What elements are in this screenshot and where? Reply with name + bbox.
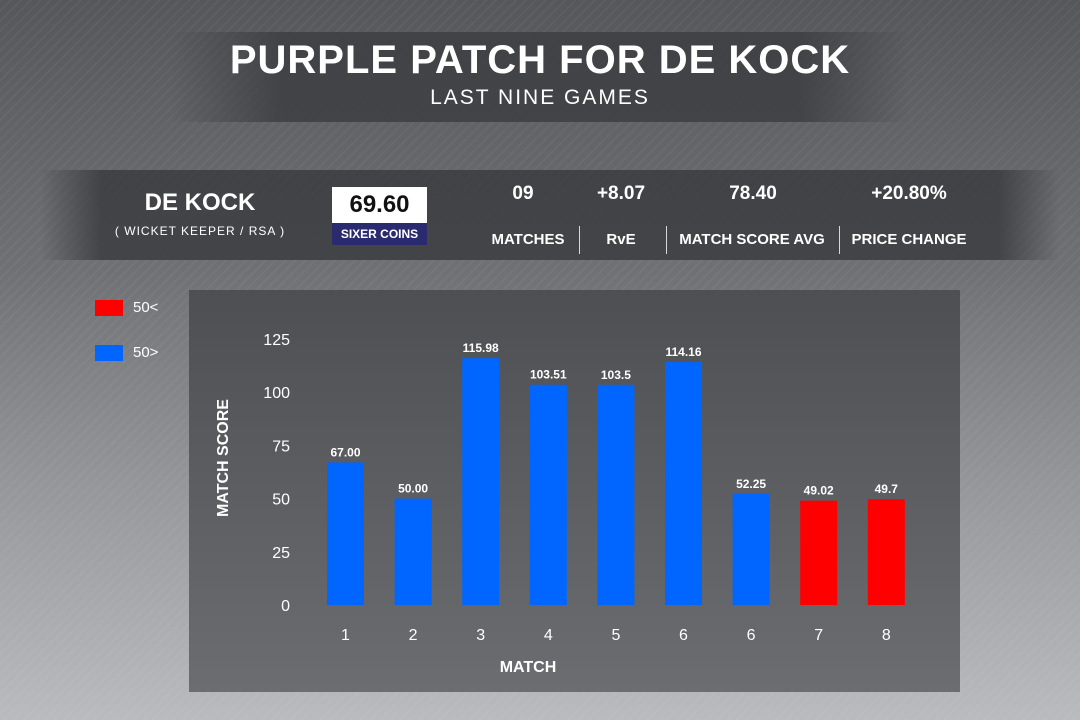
legend-label: 50< [133,299,159,316]
coin-label: SIXER COINS [332,223,427,245]
x-tick-label: 7 [814,627,823,644]
bar [394,498,432,605]
x-tick-label: 5 [611,627,620,644]
x-tick-label: 6 [679,627,688,644]
x-tick-label: 3 [476,627,485,644]
x-tick-label: 8 [882,627,891,644]
stat-matches-label: MATCHES [491,231,565,248]
legend-swatch-blue [95,345,123,361]
bar-data-label: 114.16 [665,345,701,359]
bar [867,499,905,605]
stat-avg-value: 78.40 [729,183,777,204]
stat-matches-value: 09 [512,183,534,204]
stat-price-label: PRICE CHANGE [851,231,967,248]
bar-data-label: 115.98 [463,341,499,355]
bar [665,362,702,605]
stat-divider [666,226,667,254]
x-tick-label: 4 [544,627,553,644]
stat-divider [579,226,580,254]
x-tick-label: 2 [409,627,418,644]
bar-data-label: 67.00 [330,445,360,459]
page-subtitle: LAST NINE GAMES [430,86,650,109]
stat-rve-label: RvE [606,231,636,248]
bar-data-label: 49.7 [875,482,899,496]
bar-data-label: 50.00 [398,482,428,496]
x-tick-label: 6 [747,627,756,644]
stat-rve-value: +8.07 [596,183,646,204]
y-tick-label: 125 [263,332,290,349]
y-tick-label: 0 [281,598,290,615]
stats-band [40,170,1060,260]
chart-panel [189,290,960,692]
stat-avg-label: MATCH SCORE AVG [679,231,825,248]
page-title: PURPLE PATCH FOR DE KOCK [229,38,851,82]
x-axis-title: MATCH [500,659,557,676]
legend-label: 50> [133,344,159,361]
player-name: DE KOCK [144,189,256,216]
bar-data-label: 103.5 [601,368,631,382]
bar [529,384,567,605]
stat-divider [839,226,840,254]
title-band [170,32,910,122]
y-tick-label: 25 [272,545,290,562]
bar-data-label: 49.02 [804,484,834,498]
x-tick-label: 1 [341,627,350,644]
player-role: ( WICKET KEEPER / RSA ) [114,224,286,238]
coin-value: 69.60 [332,187,427,223]
bar-data-label: 103.51 [530,368,567,382]
bar [462,358,500,605]
legend-swatch-red [95,300,123,316]
y-tick-label: 100 [263,385,290,402]
bar [597,384,635,605]
bar [327,462,364,605]
bar [800,500,838,605]
coin-badge: 69.60 SIXER COINS [332,187,427,245]
stat-price-value: +20.80% [871,183,947,204]
y-axis-title: MATCH SCORE [215,399,232,517]
y-tick-label: 50 [272,492,290,509]
bar [732,493,770,605]
y-tick-label: 75 [272,438,290,455]
bar-data-label: 52.25 [736,477,766,491]
